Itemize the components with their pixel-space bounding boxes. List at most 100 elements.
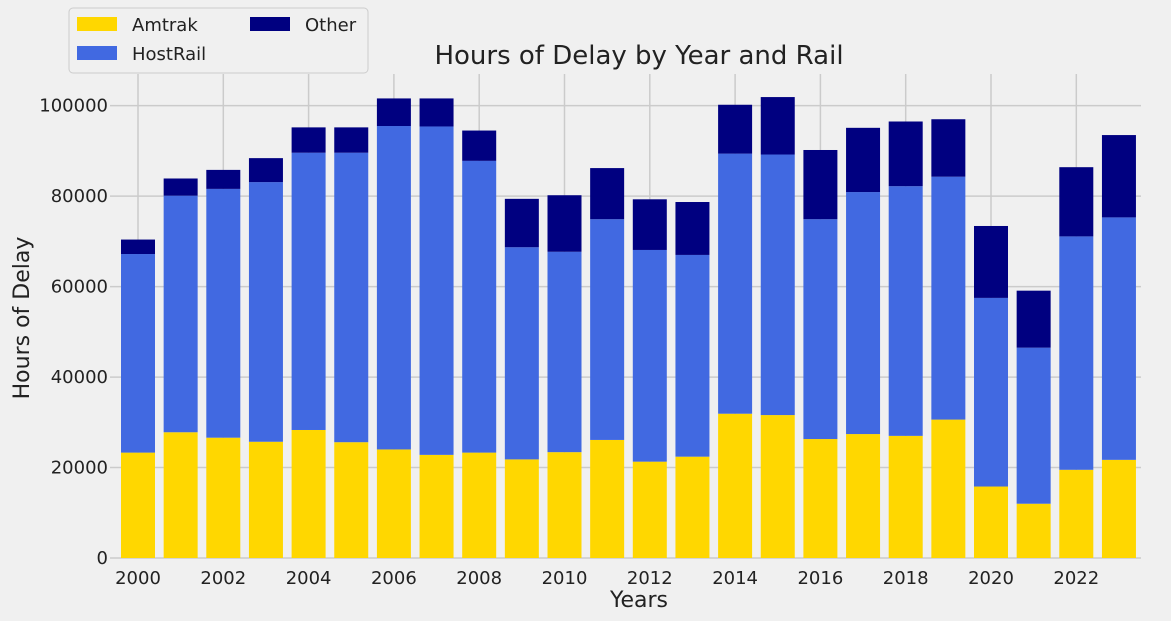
bar-other-2012: [632, 199, 667, 250]
bar-other-2002: [206, 169, 241, 189]
y-tick-label: 20000: [51, 458, 108, 479]
bar-other-2003: [248, 158, 283, 183]
bar-amtrak-2012: [632, 461, 667, 558]
x-tick-label: 2016: [797, 568, 843, 589]
legend-box: [68, 7, 369, 74]
bar-other-2006: [376, 98, 411, 127]
bar-other-2014: [718, 104, 753, 154]
x-tick-label: 2000: [115, 568, 161, 589]
y-axis-title: Hours of Delay: [10, 237, 35, 400]
chart-title: Hours of Delay by Year and Rail: [434, 41, 843, 71]
bar-hostrail-2014: [718, 153, 753, 414]
bar-amtrak-2005: [334, 442, 369, 558]
bar-other-2021: [1016, 290, 1051, 348]
bar-hostrail-2015: [760, 154, 795, 416]
bars: [121, 97, 1136, 558]
bar-other-2019: [931, 119, 966, 177]
bar-amtrak-2023: [1101, 459, 1136, 558]
bar-hostrail-2007: [419, 126, 454, 455]
bar-hostrail-2010: [547, 251, 582, 453]
x-tick-label: 2014: [712, 568, 758, 589]
bar-other-2000: [121, 239, 155, 255]
x-axis-title: Years: [609, 588, 668, 613]
bar-other-2017: [846, 127, 881, 193]
y-tick-label: 40000: [51, 367, 108, 388]
legend-swatch-amtrak: [77, 17, 117, 31]
bar-hostrail-2011: [590, 219, 625, 440]
bar-other-2020: [974, 225, 1008, 298]
bar-amtrak-2021: [1016, 503, 1051, 558]
legend-label-other: Other: [305, 15, 357, 36]
bar-other-2010: [547, 195, 582, 252]
bar-other-2013: [675, 202, 710, 255]
bar-amtrak-2020: [974, 486, 1008, 558]
bar-amtrak-2011: [590, 439, 625, 558]
bar-amtrak-2022: [1059, 469, 1094, 558]
bar-other-2015: [760, 97, 795, 155]
bar-other-2001: [163, 178, 198, 196]
legend: Amtrak HostRail Other: [68, 7, 369, 74]
bar-hostrail-2012: [632, 249, 667, 462]
bar-amtrak-2019: [931, 419, 966, 558]
bar-amtrak-2014: [718, 413, 753, 558]
bar-hostrail-2013: [675, 254, 710, 457]
bar-other-2004: [291, 127, 326, 153]
bar-other-2018: [888, 121, 923, 187]
legend-swatch-other: [250, 17, 290, 31]
bar-amtrak-2015: [760, 415, 795, 558]
bar-amtrak-2002: [206, 437, 241, 558]
x-tick-label: 2022: [1053, 568, 1099, 589]
bar-hostrail-2020: [974, 297, 1008, 487]
bar-other-2022: [1059, 167, 1094, 237]
bar-hostrail-2002: [206, 188, 241, 438]
bar-hostrail-2006: [376, 126, 411, 450]
x-tick-label: 2012: [627, 568, 673, 589]
bar-hostrail-2023: [1101, 217, 1136, 460]
x-tick-label: 2004: [286, 568, 332, 589]
bar-other-2016: [803, 149, 838, 220]
bar-hostrail-2005: [334, 152, 369, 443]
bar-amtrak-2001: [163, 432, 198, 558]
x-tick-label: 2002: [200, 568, 246, 589]
bar-amtrak-2013: [675, 456, 710, 558]
bar-hostrail-2001: [163, 195, 198, 433]
bar-hostrail-2021: [1016, 347, 1051, 504]
legend-label-amtrak: Amtrak: [132, 15, 198, 36]
bar-other-2011: [590, 168, 625, 220]
bar-amtrak-2008: [462, 452, 497, 558]
bar-amtrak-2003: [248, 441, 283, 558]
bar-amtrak-2007: [419, 454, 454, 558]
bar-amtrak-2004: [291, 429, 326, 558]
x-tick-label: 2020: [968, 568, 1014, 589]
x-tick-label: 2018: [883, 568, 929, 589]
bar-hostrail-2000: [121, 254, 155, 453]
bar-other-2007: [419, 98, 454, 127]
tick-labels: 0 20000 40000 60000 80000 100000 2000 2002 2004 2…: [39, 96, 1099, 589]
x-tick-label: 2008: [456, 568, 502, 589]
bar-hostrail-2003: [248, 182, 283, 442]
bar-hostrail-2018: [888, 186, 923, 436]
bar-hostrail-2022: [1059, 236, 1094, 470]
x-tick-label: 2010: [542, 568, 588, 589]
y-tick-label: 100000: [39, 96, 108, 117]
bar-hostrail-2004: [291, 152, 326, 430]
y-tick-label: 0: [97, 548, 108, 569]
legend-swatch-hostrail: [77, 46, 117, 60]
bar-hostrail-2008: [462, 160, 497, 453]
bar-amtrak-2006: [376, 449, 411, 558]
x-tick-label: 2006: [371, 568, 417, 589]
bar-amtrak-2018: [888, 435, 923, 558]
bar-amtrak-2016: [803, 439, 838, 558]
bar-other-2005: [334, 127, 369, 153]
y-tick-label: 80000: [51, 186, 108, 207]
bar-other-2008: [462, 130, 497, 161]
bar-hostrail-2009: [504, 247, 539, 460]
bar-hostrail-2019: [931, 176, 966, 420]
bar-other-2023: [1101, 135, 1136, 218]
bar-amtrak-2017: [846, 434, 881, 558]
bar-hostrail-2017: [846, 192, 881, 435]
y-tick-label: 60000: [51, 277, 108, 298]
bar-hostrail-2016: [803, 219, 838, 440]
bar-amtrak-2010: [547, 452, 582, 558]
bar-other-2009: [504, 198, 539, 248]
